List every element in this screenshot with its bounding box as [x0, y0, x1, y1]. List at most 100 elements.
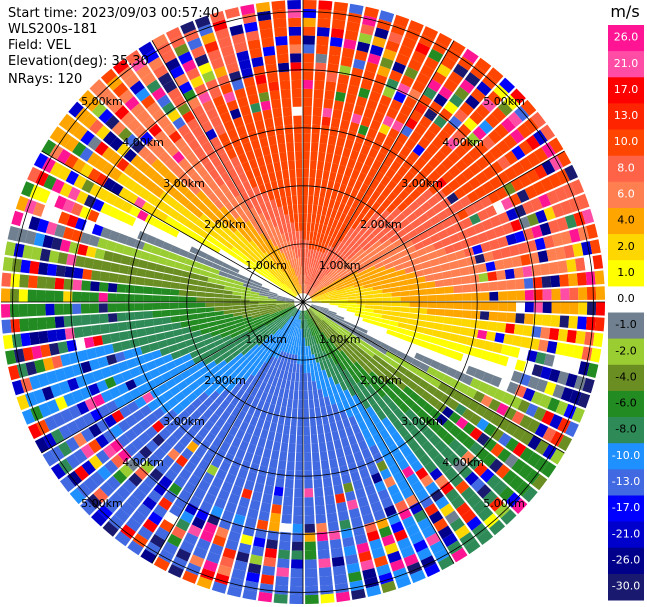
velocity-gate — [349, 270, 359, 278]
velocity-gate — [82, 268, 93, 280]
velocity-gate — [238, 172, 248, 184]
velocity-gate — [256, 194, 265, 205]
velocity-gate — [181, 386, 193, 397]
velocity-gate — [359, 239, 369, 249]
velocity-gate — [167, 87, 182, 101]
velocity-gate — [325, 152, 334, 163]
colorbar-tick-label: 8.0 — [617, 161, 635, 174]
velocity-gate — [269, 458, 278, 469]
velocity-gate — [243, 316, 253, 322]
velocity-gate — [416, 421, 429, 434]
velocity-gate — [169, 289, 180, 296]
velocity-gate — [496, 270, 506, 281]
velocity-gate — [423, 129, 436, 143]
velocity-gate — [425, 532, 441, 547]
velocity-gate — [142, 352, 154, 363]
velocity-gate — [118, 127, 133, 142]
velocity-gate — [275, 170, 283, 181]
velocity-gate — [403, 223, 415, 234]
velocity-gate — [175, 548, 191, 562]
velocity-gate — [315, 325, 321, 334]
velocity-gate — [373, 111, 385, 123]
velocity-gate — [395, 244, 406, 253]
velocity-gate — [145, 326, 156, 336]
velocity-gate — [443, 78, 458, 93]
velocity-gate — [193, 335, 204, 344]
velocity-gate — [426, 315, 436, 322]
velocity-gate — [390, 521, 405, 534]
velocity-gate — [263, 318, 273, 325]
velocity-gate — [286, 305, 296, 311]
velocity-gate — [162, 101, 176, 116]
velocity-gate — [308, 345, 312, 355]
velocity-gate — [307, 287, 314, 295]
velocity-gate — [275, 36, 288, 46]
velocity-gate — [358, 550, 372, 563]
velocity-gate — [196, 415, 208, 427]
velocity-gate — [206, 107, 219, 120]
velocity-gate — [255, 389, 264, 400]
velocity-gate — [321, 206, 328, 216]
velocity-gate — [280, 160, 289, 171]
velocity-gate — [294, 488, 303, 498]
velocity-gate — [395, 350, 406, 359]
colorbar-tick-label: -30.0 — [612, 580, 640, 593]
velocity-gate — [243, 21, 258, 33]
velocity-gate — [324, 329, 331, 338]
velocity-gate — [397, 426, 410, 438]
velocity-gate — [258, 300, 268, 302]
velocity-gate — [428, 170, 441, 183]
velocity-gate — [191, 267, 202, 275]
velocity-gate — [290, 577, 303, 587]
velocity-gate — [303, 390, 309, 400]
velocity-gate — [214, 288, 224, 294]
velocity-gate — [311, 268, 316, 278]
velocity-gate — [385, 78, 399, 91]
velocity-gate — [179, 314, 189, 322]
velocity-gate — [114, 105, 130, 120]
velocity-gate — [304, 257, 308, 267]
velocity-gate — [442, 374, 454, 386]
velocity-gate — [414, 123, 427, 136]
velocity-gate — [286, 295, 295, 300]
velocity-gate — [270, 180, 279, 191]
velocity-gate — [162, 353, 174, 364]
velocity-gate — [285, 281, 292, 289]
velocity-gate — [511, 161, 526, 177]
velocity-gate — [54, 368, 67, 382]
colorbar-band — [608, 155, 644, 183]
velocity-gate — [258, 19, 273, 30]
velocity-gate — [381, 198, 392, 209]
velocity-gate — [213, 199, 224, 210]
velocity-gate — [354, 412, 364, 424]
velocity-gate — [437, 525, 453, 540]
velocity-gate — [162, 241, 173, 252]
velocity-gate — [371, 402, 382, 414]
velocity-gate — [311, 296, 321, 300]
velocity-gate — [329, 458, 339, 469]
velocity-gate — [62, 226, 75, 240]
velocity-gate — [198, 62, 213, 75]
velocity-gate — [192, 240, 203, 250]
velocity-gate — [472, 348, 484, 359]
velocity-gate — [342, 418, 351, 429]
velocity-gate — [441, 157, 454, 171]
velocity-gate — [306, 328, 309, 338]
velocity-gate — [345, 357, 354, 367]
velocity-gate — [129, 80, 145, 95]
velocity-gate — [350, 364, 359, 374]
velocity-gate — [167, 396, 179, 409]
velocity-gate — [344, 282, 354, 288]
velocity-gate — [534, 237, 546, 251]
velocity-gate — [322, 319, 330, 327]
velocity-gate — [505, 421, 519, 436]
velocity-gate — [103, 498, 119, 514]
velocity-gate — [256, 399, 265, 410]
velocity-gate — [203, 161, 215, 173]
velocity-gate — [314, 325, 320, 335]
velocity-gate — [337, 352, 345, 362]
velocity-gate — [285, 299, 295, 302]
velocity-gate — [261, 145, 271, 157]
velocity-gate — [239, 421, 249, 432]
velocity-gate — [9, 304, 20, 318]
